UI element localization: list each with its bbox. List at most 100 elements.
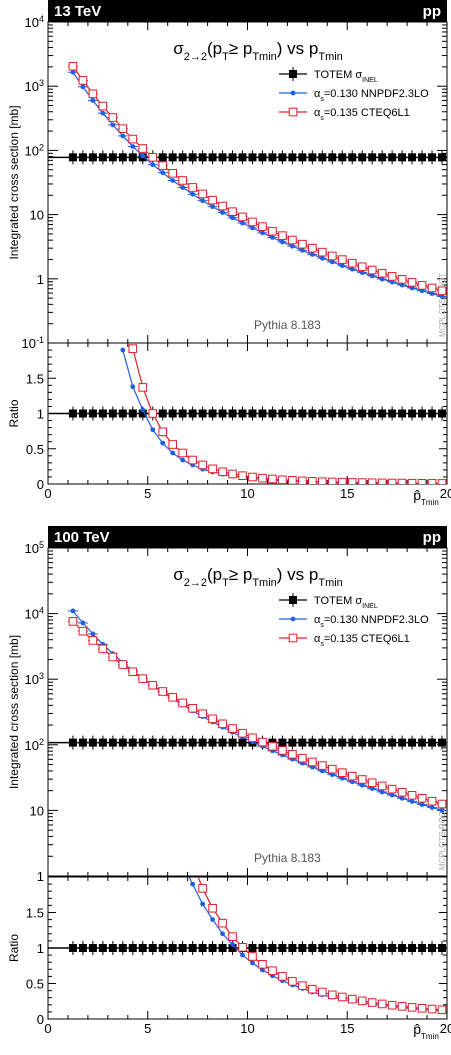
data-point (428, 153, 437, 162)
data-point (288, 235, 297, 245)
data-point (200, 901, 206, 907)
data-point (168, 153, 177, 162)
data-point (118, 944, 127, 952)
data-point (248, 733, 257, 743)
x-tick-label: 20 (440, 1021, 451, 1036)
data-point (278, 409, 287, 418)
data-point (288, 409, 297, 418)
data-point (228, 153, 237, 162)
energy-label: 13 TeV (54, 3, 101, 20)
data-point (78, 738, 87, 747)
data-point (379, 276, 385, 282)
x-tick-label: 15 (340, 486, 354, 501)
data-point (268, 741, 277, 751)
data-point (327, 251, 337, 261)
data-point (308, 153, 317, 162)
data-point (128, 153, 137, 162)
data-point (198, 738, 207, 747)
data-point (359, 270, 365, 275)
data-point (138, 738, 147, 747)
data-point (387, 478, 397, 484)
data-point (108, 944, 117, 952)
data-point (208, 409, 217, 418)
y-axis-label: Integrated cross section [mb] (7, 635, 21, 789)
data-point (308, 984, 317, 994)
header-bar (48, 526, 447, 548)
x-axis-label: p̂Tmin (413, 487, 439, 507)
data-point (369, 273, 375, 279)
data-point (108, 409, 117, 418)
ratio-tick-label: 1 (37, 941, 44, 956)
data-point (268, 966, 277, 976)
data-point (98, 153, 107, 162)
series-line (72, 620, 443, 805)
data-point (118, 660, 128, 669)
data-point (389, 279, 395, 285)
data-point (78, 153, 87, 162)
data-point (70, 69, 76, 75)
data-point (198, 189, 207, 199)
legend-entry-nnpdf: αs=0.130 NNPDF2.3LO (314, 88, 429, 103)
data-point (238, 471, 247, 480)
data-point (238, 212, 247, 222)
data-point (98, 409, 107, 418)
data-point (388, 738, 397, 747)
data-point (429, 291, 435, 296)
data-point (200, 198, 206, 204)
data-point (170, 178, 176, 183)
data-point (228, 724, 237, 733)
data-point (428, 409, 437, 418)
data-point (378, 738, 387, 747)
data-point (218, 467, 227, 477)
data-point (240, 952, 245, 958)
data-point (438, 944, 447, 952)
data-point (228, 469, 237, 479)
data-point (118, 738, 127, 747)
data-point (118, 124, 128, 133)
data-point (428, 738, 437, 747)
data-point (408, 153, 417, 162)
data-point (198, 409, 207, 418)
data-point (278, 944, 287, 952)
data-point (160, 440, 166, 446)
ratio-axis-label: Ratio (7, 399, 21, 427)
data-point (338, 409, 347, 418)
data-point (198, 884, 207, 893)
data-point (318, 247, 327, 257)
data-point (289, 243, 295, 249)
data-point (248, 944, 257, 952)
data-point (298, 476, 307, 484)
y-tick-label: 103 (25, 78, 44, 94)
data-point (178, 944, 187, 952)
data-point (428, 944, 437, 952)
data-point (228, 738, 237, 747)
data-point (348, 153, 357, 162)
data-point (408, 738, 417, 747)
ratio-tick-label: 1.5 (26, 906, 44, 921)
main-frame (47, 21, 448, 344)
data-point (248, 472, 257, 482)
x-tick-label: 20 (440, 486, 451, 501)
data-point (190, 881, 196, 887)
data-point (437, 286, 447, 296)
data-point (258, 960, 267, 969)
data-point (238, 942, 247, 952)
data-point (368, 944, 377, 952)
data-point (339, 263, 345, 269)
data-point (339, 775, 345, 781)
data-point (238, 409, 247, 418)
ratio-series-totem (48, 406, 447, 421)
data-point (288, 750, 297, 759)
y-tick-label: 10 (30, 208, 44, 223)
data-point (427, 283, 437, 293)
data-point (439, 294, 445, 299)
data-point (188, 153, 197, 162)
chart-panel-2: 100 TeV pp0 5 10 15 2010510410310210100.511.5… (7, 526, 451, 1041)
data-point (308, 944, 317, 952)
legend-entry-cteq: αs=0.135 CTEQ6L1 (314, 107, 410, 122)
data-point (208, 944, 217, 952)
data-point (218, 201, 227, 211)
data-point (348, 944, 357, 952)
data-point (68, 944, 77, 952)
data-point (308, 738, 317, 747)
